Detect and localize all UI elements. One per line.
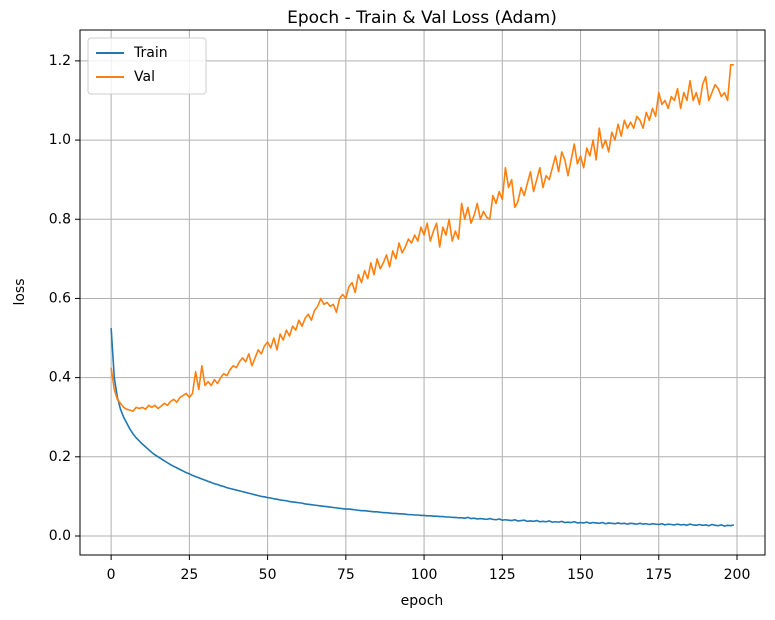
y-tick-label: 1.0: [49, 132, 71, 148]
legend-label: Train: [133, 45, 168, 61]
y-tick-label: 1.2: [49, 53, 71, 69]
y-tick-label: 0.0: [49, 528, 71, 544]
line-series: [110, 64, 734, 413]
x-tick-label: 150: [567, 567, 594, 583]
y-tick-label: 0.8: [49, 211, 71, 227]
x-tick-label: 100: [411, 567, 438, 583]
y-tick-label: 0.6: [49, 290, 71, 306]
x-tick-label: 125: [489, 567, 516, 583]
line-series: [110, 328, 735, 527]
y-axis-label: loss: [12, 278, 28, 305]
chart-title: Epoch - Train & Val Loss (Adam): [287, 8, 557, 28]
x-tick-label: 175: [645, 567, 672, 583]
y-tick-label: 0.4: [49, 370, 71, 386]
y-tick-label: 0.2: [49, 449, 71, 465]
legend-label: Val: [134, 69, 155, 85]
plot-frame: [79, 29, 766, 556]
x-tick-label: 75: [337, 567, 355, 583]
x-axis-label: epoch: [401, 593, 444, 609]
x-tick-label: 50: [259, 567, 277, 583]
x-tick-label: 0: [107, 567, 116, 583]
legend: Train Val: [87, 37, 207, 95]
x-tick-label: 200: [724, 567, 751, 583]
x-tick-label: 25: [180, 567, 198, 583]
